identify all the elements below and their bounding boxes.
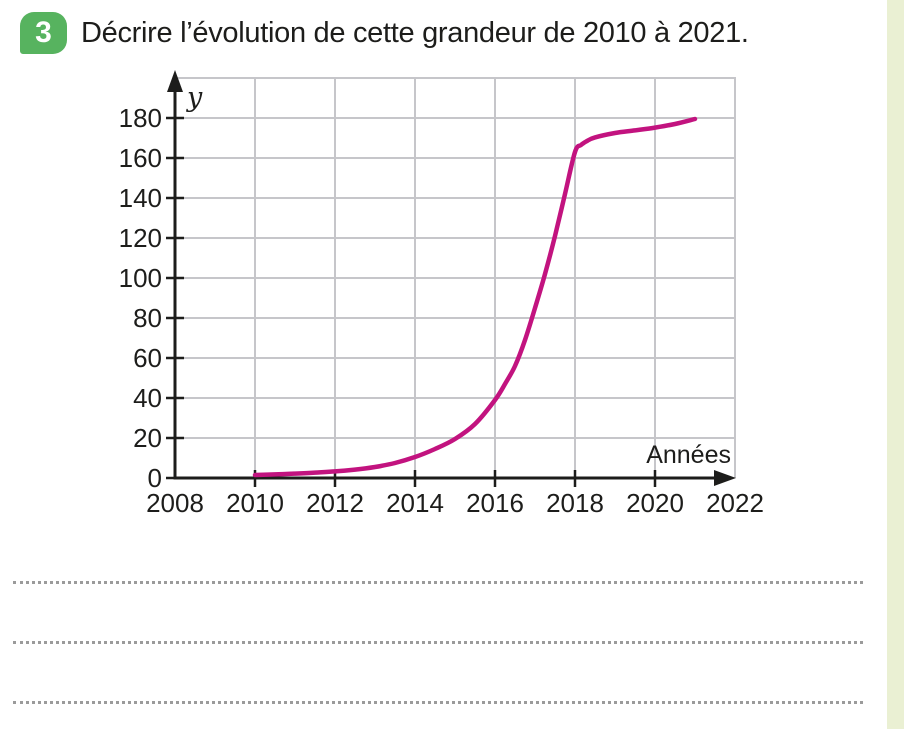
x-axis-arrow [714,470,736,486]
answer-line [13,641,863,644]
y-tick-label: 140 [119,183,162,213]
x-tick-label: 2014 [386,488,444,518]
y-tick-label: 60 [133,343,162,373]
x-axis-label: Années [646,441,731,469]
answer-line [13,581,863,584]
y-tick-label: 0 [148,463,162,493]
y-tick-label: 80 [133,303,162,333]
line-chart: 0 20 40 60 80 100 120 140 160 180 2008 2010 2012 2014… [119,70,764,518]
y-tick-label: 160 [119,143,162,173]
x-tick-label: 2018 [546,488,604,518]
chart-area: 0 20 40 60 80 100 120 140 160 180 2008 2010 2012 2014… [119,70,764,518]
y-tick-label: 100 [119,263,162,293]
y-axis-arrow [167,70,183,92]
x-tick-label: 2020 [626,488,684,518]
page-edge-strip [887,0,904,729]
exercise-number-badge: 3 [20,12,67,54]
x-tick-label: 2008 [146,488,204,518]
y-tick-label: 20 [133,423,162,453]
y-tick-label: 180 [119,103,162,133]
y-tick-label: 40 [133,383,162,413]
x-tick-label: 2016 [466,488,524,518]
y-axis-label: y [186,82,203,113]
data-curve [252,116,698,478]
exercise-header: 3 Décrire l’évolution de cette grandeur … [20,12,867,54]
y-tick-label: 120 [119,223,162,253]
exercise-title: Décrire l’évolution de cette grandeur de… [81,16,749,49]
x-tick-label: 2022 [706,488,764,518]
answer-line [13,701,863,704]
x-tick-label: 2012 [306,488,364,518]
x-tick-label: 2010 [226,488,284,518]
